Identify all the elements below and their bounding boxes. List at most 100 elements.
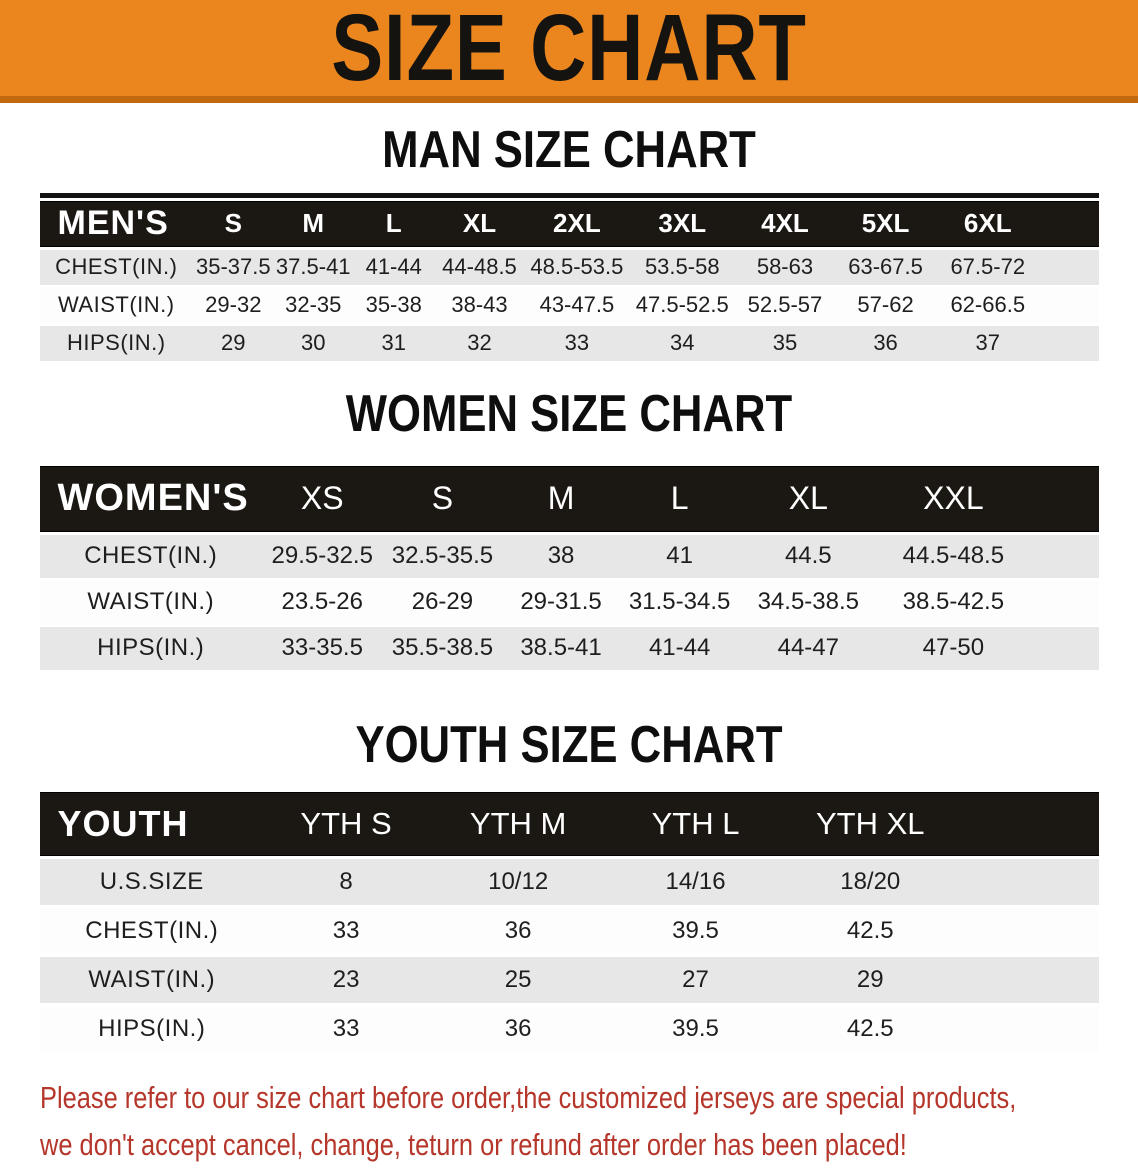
cell: 67.5-72	[936, 246, 1040, 285]
men-col-header: M	[273, 200, 353, 247]
youth-corner-label: YOUTH	[39, 792, 264, 857]
cell: 31.5-34.5	[619, 577, 740, 624]
men-size-table-wrap: MEN'S S M L XL 2XL 3XL 4XL 5XL 6XL CHEST…	[39, 200, 1099, 361]
women-chest-row: CHEST(IN.) 29.5-32.5 32.5-35.5 38 41 44.…	[39, 531, 1099, 578]
cell: 39.5	[608, 1003, 783, 1053]
youth-table-header-row: YOUTH YTH S YTH M YTH L YTH XL	[39, 792, 1099, 857]
cell: 52.5-57	[735, 284, 835, 323]
cell: 26-29	[382, 577, 503, 624]
cell: 29	[193, 322, 274, 361]
row-label: CHEST(IN.)	[39, 531, 262, 578]
cell: 36	[428, 905, 609, 955]
men-col-header: 5XL	[834, 200, 937, 247]
size-chart-banner: SIZE CHART	[0, 0, 1138, 103]
row-label: WAIST(IN.)	[39, 577, 262, 624]
men-size-table: MEN'S S M L XL 2XL 3XL 4XL 5XL 6XL CHEST…	[39, 200, 1099, 361]
men-col-header: XL	[434, 200, 525, 247]
cell-filler	[1039, 246, 1099, 285]
cell: 38.5-41	[502, 623, 620, 670]
women-table-header-row: WOMEN'S XS S M L XL XXL	[39, 465, 1099, 532]
women-size-table: WOMEN'S XS S M L XL XXL CHEST(IN.) 29.5-…	[39, 465, 1099, 670]
policy-line-2: we don't accept cancel, change, teturn o…	[40, 1127, 907, 1163]
women-header-filler	[1029, 465, 1099, 532]
cell: 42.5	[782, 1003, 958, 1053]
women-col-header: M	[502, 465, 620, 532]
cell-filler	[1029, 577, 1099, 624]
cell: 36	[834, 322, 937, 361]
cell: 33	[524, 322, 630, 361]
women-col-header: L	[619, 465, 740, 532]
cell: 27	[608, 954, 783, 1004]
cell: 47.5-52.5	[629, 284, 736, 323]
cell: 23.5-26	[261, 577, 383, 624]
cell: 44-47	[739, 623, 878, 670]
page-title: SIZE CHART	[331, 0, 807, 101]
cell: 34	[629, 322, 736, 361]
cell: 29	[782, 954, 958, 1004]
men-col-header: L	[352, 200, 435, 247]
youth-ussize-row: U.S.SIZE 8 10/12 14/16 18/20	[39, 856, 1099, 906]
youth-size-table: YOUTH YTH S YTH M YTH L YTH XL U.S.SIZE …	[39, 792, 1099, 1053]
cell: 38	[502, 531, 620, 578]
youth-hips-row: HIPS(IN.) 33 36 39.5 42.5	[39, 1003, 1099, 1053]
cell: 43-47.5	[524, 284, 630, 323]
men-col-header: 3XL	[629, 200, 736, 247]
cell: 35-38	[352, 284, 435, 323]
cell-filler	[957, 1003, 1099, 1053]
cell-filler	[1039, 284, 1099, 323]
order-policy-note: Please refer to our size chart before or…	[40, 1074, 1138, 1168]
men-corner-label: MEN'S	[39, 200, 194, 247]
cell: 44.5-48.5	[877, 531, 1030, 578]
cell-filler	[957, 954, 1099, 1004]
youth-waist-row: WAIST(IN.) 23 25 27 29	[39, 954, 1099, 1004]
cell: 29-32	[193, 284, 274, 323]
cell: 35.5-38.5	[382, 623, 503, 670]
cell: 63-67.5	[834, 246, 937, 285]
cell: 31	[352, 322, 435, 361]
cell: 32	[434, 322, 525, 361]
row-label: U.S.SIZE	[39, 856, 264, 906]
cell: 10/12	[428, 856, 609, 906]
men-col-header: S	[193, 200, 274, 247]
policy-line-1: Please refer to our size chart before or…	[40, 1080, 1017, 1116]
women-section-heading: WOMEN SIZE CHART	[345, 384, 793, 443]
cell: 38-43	[434, 284, 525, 323]
cell: 58-63	[735, 246, 835, 285]
cell-filler	[957, 856, 1099, 906]
women-size-table-wrap: WOMEN'S XS S M L XL XXL CHEST(IN.) 29.5-…	[39, 465, 1099, 670]
cell-filler	[1029, 623, 1099, 670]
cell: 23	[264, 954, 429, 1004]
cell: 42.5	[782, 905, 958, 955]
men-hips-row: HIPS(IN.) 29 30 31 32 33 34 35 36 37	[39, 322, 1099, 361]
women-corner-label: WOMEN'S	[39, 465, 262, 532]
cell: 33	[264, 905, 429, 955]
cell-filler	[1029, 531, 1099, 578]
row-label: CHEST(IN.)	[39, 246, 194, 285]
men-table-header-row: MEN'S S M L XL 2XL 3XL 4XL 5XL 6XL	[39, 200, 1099, 247]
women-waist-row: WAIST(IN.) 23.5-26 26-29 29-31.5 31.5-34…	[39, 577, 1099, 624]
cell: 44-48.5	[434, 246, 525, 285]
cell: 35	[735, 322, 835, 361]
cell: 33-35.5	[261, 623, 383, 670]
cell: 36	[428, 1003, 609, 1053]
men-table-top-border	[39, 192, 1099, 198]
youth-col-header: YTH L	[608, 792, 783, 857]
row-label: CHEST(IN.)	[39, 905, 264, 955]
cell: 37	[936, 322, 1040, 361]
cell: 57-62	[834, 284, 937, 323]
row-label: HIPS(IN.)	[39, 322, 194, 361]
cell: 41-44	[352, 246, 435, 285]
youth-section-heading: YOUTH SIZE CHART	[355, 715, 783, 774]
youth-col-header: YTH M	[428, 792, 609, 857]
women-col-header: S	[382, 465, 503, 532]
cell: 47-50	[877, 623, 1030, 670]
men-section-heading: MAN SIZE CHART	[382, 121, 756, 179]
cell: 62-66.5	[936, 284, 1040, 323]
men-waist-row: WAIST(IN.) 29-32 32-35 35-38 38-43 43-47…	[39, 284, 1099, 323]
cell: 14/16	[608, 856, 783, 906]
cell: 37.5-41	[273, 246, 353, 285]
cell: 18/20	[782, 856, 958, 906]
women-hips-row: HIPS(IN.) 33-35.5 35.5-38.5 38.5-41 41-4…	[39, 623, 1099, 670]
men-col-header: 6XL	[936, 200, 1040, 247]
cell: 35-37.5	[193, 246, 274, 285]
